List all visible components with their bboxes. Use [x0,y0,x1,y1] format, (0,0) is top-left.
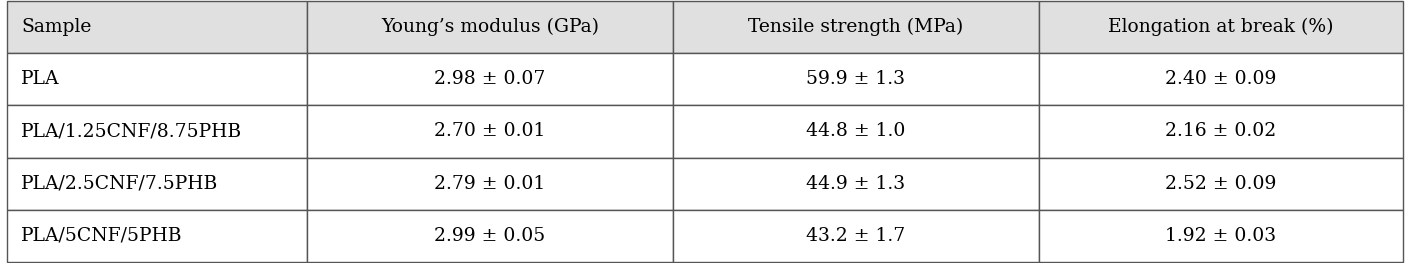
Text: PLA/2.5CNF/7.5PHB: PLA/2.5CNF/7.5PHB [21,175,219,193]
Text: Young’s modulus (GPa): Young’s modulus (GPa) [381,18,599,37]
Bar [673,1,1039,53]
Text: 2.70 ± 0.01: 2.70 ± 0.01 [434,123,546,140]
Bar [673,158,1039,210]
Text: PLA/1.25CNF/8.75PHB: PLA/1.25CNF/8.75PHB [21,123,243,140]
Text: 44.9 ± 1.3: 44.9 ± 1.3 [807,175,905,193]
Bar [1039,158,1403,210]
Bar [673,105,1039,158]
Text: 2.98 ± 0.07: 2.98 ± 0.07 [434,70,546,88]
Bar [307,1,673,53]
Bar [7,53,307,105]
Text: 43.2 ± 1.7: 43.2 ± 1.7 [807,227,905,245]
Bar [1039,210,1403,262]
Text: Elongation at break (%): Elongation at break (%) [1108,18,1334,37]
Bar [7,210,307,262]
Text: PLA: PLA [21,70,59,88]
Text: 2.79 ± 0.01: 2.79 ± 0.01 [434,175,546,193]
Text: 2.99 ± 0.05: 2.99 ± 0.05 [434,227,546,245]
Bar [673,210,1039,262]
Text: 59.9 ± 1.3: 59.9 ± 1.3 [807,70,905,88]
Bar [307,158,673,210]
Bar [7,105,307,158]
Bar [7,1,307,53]
Text: 1.92 ± 0.03: 1.92 ± 0.03 [1165,227,1276,245]
Text: 2.52 ± 0.09: 2.52 ± 0.09 [1165,175,1276,193]
Text: 2.16 ± 0.02: 2.16 ± 0.02 [1165,123,1276,140]
Bar [307,53,673,105]
Bar [1039,105,1403,158]
Bar [673,53,1039,105]
Text: Tensile strength (MPa): Tensile strength (MPa) [749,18,963,37]
Bar [307,105,673,158]
Text: 2.40 ± 0.09: 2.40 ± 0.09 [1165,70,1276,88]
Bar [7,158,307,210]
Text: 44.8 ± 1.0: 44.8 ± 1.0 [807,123,905,140]
Text: Sample: Sample [21,18,92,36]
Text: PLA/5CNF/5PHB: PLA/5CNF/5PHB [21,227,183,245]
Bar [1039,53,1403,105]
Bar [1039,1,1403,53]
Bar [307,210,673,262]
